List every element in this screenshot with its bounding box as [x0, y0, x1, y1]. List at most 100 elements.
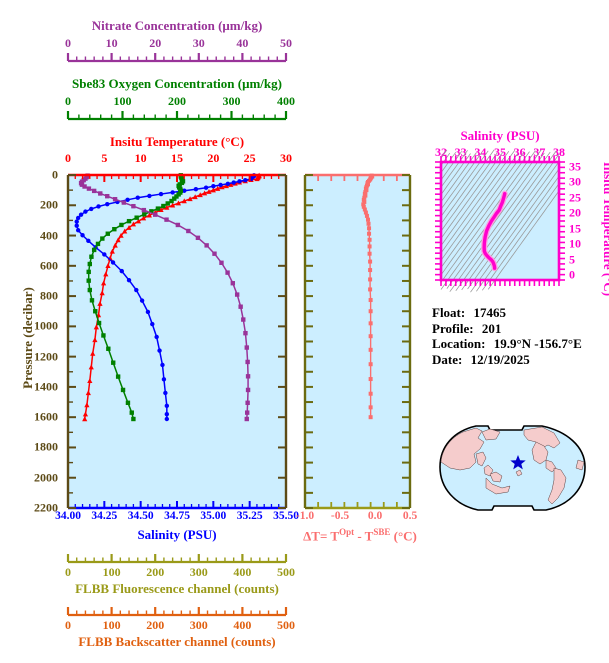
float-id-row: Float: 17465 — [432, 305, 582, 321]
fluorescence-axis-title: FLBB Fluorescence channel (counts) — [75, 581, 279, 596]
delta-t-axis-title: ΔT= TOpt - TSBE (°C) — [300, 527, 420, 544]
ts-salinity-tick-2: 34 — [474, 145, 487, 159]
temperature-tick-1: 5 — [101, 151, 108, 165]
salinity-axis-title: Salinity (PSU) — [137, 527, 217, 542]
location-label: Location: — [432, 336, 486, 351]
profile-number-value: 201 — [481, 320, 502, 336]
salinity-tick-0: 34.00 — [55, 510, 81, 522]
ts-salinity-tick-0: 32 — [435, 145, 447, 159]
fluorescence-tick-5: 500 — [277, 565, 295, 579]
pressure-tick-5: 1000 — [34, 318, 58, 333]
temperature-tick-0: 0 — [65, 151, 71, 165]
delta-t-plot — [361, 173, 375, 420]
main-profile-plot — [74, 172, 262, 422]
nitrate-tick-1: 10 — [105, 36, 118, 50]
ts-temperature-tick-0: 35 — [569, 159, 581, 174]
temperature-axis-title: Insitu Temperature (°C) — [109, 134, 245, 149]
main-profile-panel[interactable] — [68, 172, 286, 508]
fluorescence-axis-group: 0 100 200 300 400 500 FLBB Fluorescence chann… — [65, 553, 295, 597]
profile-number-row: Profile: 201 — [432, 321, 582, 337]
fluorescence-tick-0: 0 — [65, 565, 71, 579]
delta-t-title-sup-sbe: SBE — [373, 527, 391, 537]
fluorescence-tick-2: 200 — [146, 565, 165, 579]
map-landmasses — [440, 426, 585, 505]
nitrate-axis-title: Nitrate Concentration (μm/kg) — [91, 18, 263, 33]
nitrate-tick-2: 20 — [149, 36, 162, 50]
backscatter-tick-4: 400 — [233, 618, 252, 632]
ts-frame — [435, 156, 565, 286]
pressure-tick-3: 600 — [40, 258, 58, 273]
backscatter-tick-3: 300 — [189, 618, 208, 632]
oxygen-tick-0: 0 — [65, 94, 71, 108]
fluorescence-tick-3: 300 — [189, 565, 208, 579]
ts-temperature-title: Insitu Temperature (°C) — [601, 161, 609, 297]
salinity-tick-4: 35.00 — [200, 510, 227, 522]
oxygen-tick-3: 300 — [222, 94, 241, 108]
temperature-tick-5: 25 — [243, 151, 256, 165]
float-id-label: Float: — [432, 305, 466, 320]
ts-plot-svg — [440, 149, 560, 293]
ts-temperature-tick-5: 10 — [569, 236, 581, 251]
salinity-tick-6: 35.50 — [273, 510, 299, 522]
backscatter-axis-group: 0 100 200 300 400 500 FLBB Backscatter channe… — [65, 606, 295, 650]
temperature-tick-3: 15 — [171, 151, 183, 165]
oxygen-tick-labels: 0 100 200 300 400 — [65, 94, 295, 108]
oxygen-tick-1: 100 — [113, 94, 132, 108]
backscatter-tick-5: 500 — [277, 618, 295, 632]
backscatter-tick-0: 0 — [65, 618, 71, 632]
float-location-star — [510, 455, 526, 470]
ts-plot-area[interactable] — [440, 149, 560, 293]
delta-t-axes — [303, 173, 412, 510]
temperature-tick-4: 20 — [207, 151, 220, 165]
temperature-tick-6: 30 — [280, 151, 292, 165]
oxygen-tick-4: 400 — [277, 94, 295, 108]
delta-t-title-mid: - T — [354, 528, 374, 544]
ts-temperature-tick-labels: 35 30 25 20 15 10 5 0 — [561, 159, 583, 282]
backscatter-axis-title: FLBB Backscatter channel (counts) — [78, 634, 276, 649]
delta-t-title-lead: ΔT= T — [303, 528, 340, 544]
pressure-axis-title: Pressure (decibar) — [20, 287, 35, 389]
pressure-tick-1: 200 — [40, 197, 58, 212]
backscatter-axis-line — [66, 607, 288, 617]
ts-temperature-tick-4: 15 — [569, 221, 581, 236]
float-metadata-block: Float: 17465 Profile: 201 Location: 19.9… — [432, 305, 582, 367]
pressure-tick-labels: 0 200 400 600 800 1000 1200 1400 1600 1800 2000 220… — [0, 168, 64, 515]
salinity-tick-5: 35.25 — [236, 510, 263, 522]
temperature-tick-labels: 0 5 10 15 20 25 30 — [65, 151, 292, 165]
delta-t-title-tail: (°C) — [390, 528, 417, 544]
pressure-tick-2: 400 — [40, 228, 58, 243]
pressure-tick-0: 0 — [52, 167, 58, 182]
ts-salinity-tick-6: 38 — [553, 145, 565, 159]
fluorescence-tick-labels: 0 100 200 300 400 500 — [65, 565, 295, 579]
salinity-tick-2: 34.50 — [127, 510, 154, 522]
nitrate-tick-5: 50 — [280, 36, 292, 50]
ts-temperature-tick-2: 25 — [569, 190, 581, 205]
pressure-tick-4: 800 — [40, 288, 58, 303]
ts-temperature-tick-6: 5 — [569, 252, 575, 267]
nitrate-tick-0: 0 — [65, 36, 71, 50]
temperature-tick-2: 10 — [134, 151, 147, 165]
world-map[interactable] — [430, 412, 595, 522]
date-label: Date: — [432, 351, 463, 367]
ts-salinity-title: Salinity (PSU) — [460, 128, 540, 143]
profile-number-label: Profile: — [432, 320, 474, 336]
pressure-tick-10: 2000 — [34, 470, 58, 485]
nitrate-axis-group: Nitrate Concentration (μm/kg) 0 10 20 30 40 5… — [65, 18, 292, 66]
location-value: 19.9°N -156.7°E — [493, 336, 582, 351]
main-profile-axes — [66, 173, 288, 510]
ts-temperature-tick-7: 0 — [569, 267, 575, 282]
pressure-tick-9: 1800 — [34, 439, 58, 454]
nitrate-tick-labels: 0 10 20 30 40 50 — [65, 36, 292, 50]
temperature-axis-group: Insitu Temperature (°C) 0 5 10 15 20 25 30 — [65, 134, 292, 176]
backscatter-tick-labels: 0 100 200 300 400 500 — [65, 618, 295, 632]
nitrate-tick-4: 40 — [236, 36, 249, 50]
ts-temperature-tick-1: 30 — [569, 174, 581, 189]
salinity-tick-labels: 34.00 34.25 34.50 34.75 35.00 35.25 35.50 — [55, 510, 299, 524]
fluorescence-tick-1: 100 — [102, 565, 121, 579]
float-id-value: 17465 — [473, 305, 506, 320]
delta-t-tick-labels: -1.0 -0.5 0.0 0.5 — [296, 510, 417, 524]
delta-t-panel[interactable] — [305, 173, 410, 508]
ts-temperature-tick-3: 20 — [569, 205, 581, 220]
pressure-tick-7: 1400 — [34, 379, 58, 394]
salinity-tick-3: 34.75 — [164, 510, 190, 522]
